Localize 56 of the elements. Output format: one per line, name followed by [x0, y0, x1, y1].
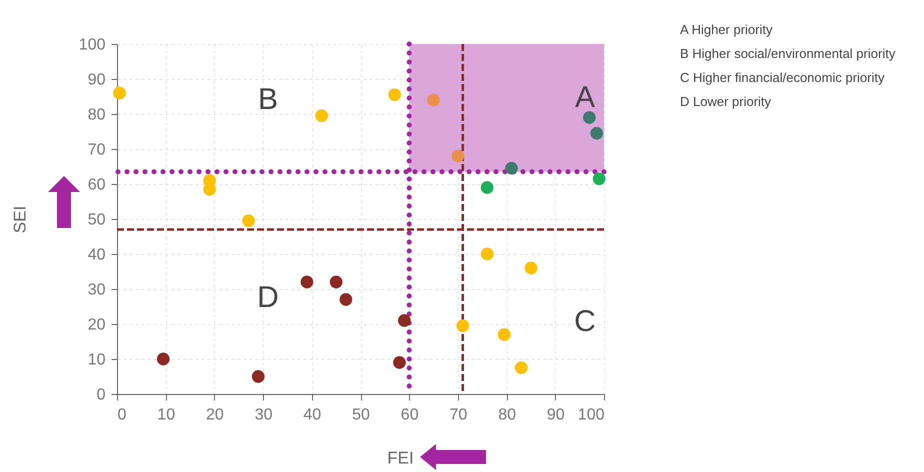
point	[252, 370, 265, 383]
text: A Higher priority	[680, 21, 774, 39]
point	[398, 314, 411, 327]
x-tick-label: 20	[206, 406, 224, 424]
point	[315, 109, 328, 122]
point	[480, 181, 494, 194]
y-tick-label: 20	[88, 316, 106, 334]
x-tick-label: 0	[118, 406, 126, 424]
x-tick-label: 30	[254, 406, 273, 424]
point	[592, 172, 606, 186]
point	[583, 111, 596, 124]
point	[524, 262, 538, 274]
annotation: D	[257, 281, 279, 314]
x-tick-label: 50	[352, 406, 370, 424]
point	[514, 361, 528, 374]
point	[452, 150, 464, 162]
x-axis-title: FEI	[387, 448, 414, 468]
y-axis-title: SEI	[10, 206, 30, 234]
point	[242, 214, 255, 228]
x-tick-label: 100	[578, 406, 605, 424]
point	[427, 94, 440, 106]
y-tick-label: 0	[96, 386, 106, 404]
y-tick-label: 40	[88, 246, 106, 264]
x-tick-label: 60	[400, 406, 419, 424]
x-tick-label: 10	[157, 406, 176, 424]
annotation: C	[574, 305, 596, 338]
y-tick-label: 90	[88, 72, 106, 88]
x-tick-label: 40	[303, 406, 322, 424]
x-tick-label: 90	[546, 406, 565, 424]
y-tick-label: 10	[88, 352, 106, 368]
text: D Lower priority	[680, 93, 772, 111]
text: C Higher financial/economic priority	[680, 69, 886, 87]
point	[590, 126, 604, 140]
point	[456, 319, 470, 332]
y-tick-label: 100	[78, 36, 106, 54]
annotation: B	[258, 83, 278, 116]
point	[498, 328, 510, 341]
y-tick-label: 80	[88, 106, 106, 124]
y-tick-label: 50	[88, 212, 106, 228]
y-tick-label: 70	[88, 142, 106, 158]
point	[393, 356, 406, 369]
point	[480, 248, 494, 260]
y-tick-label: 30	[88, 282, 106, 298]
point	[203, 182, 216, 196]
point	[340, 293, 352, 306]
text: B Higher social/environmental priority	[680, 45, 896, 63]
x-tick-label: 80	[498, 406, 516, 424]
point	[300, 276, 314, 288]
point	[388, 88, 401, 102]
point	[113, 86, 126, 100]
point	[505, 162, 518, 175]
annotation: A	[574, 81, 596, 114]
point	[156, 352, 170, 366]
x-tick-label: 70	[450, 406, 468, 424]
point	[330, 276, 342, 288]
y-tick-label: 60	[88, 176, 106, 194]
